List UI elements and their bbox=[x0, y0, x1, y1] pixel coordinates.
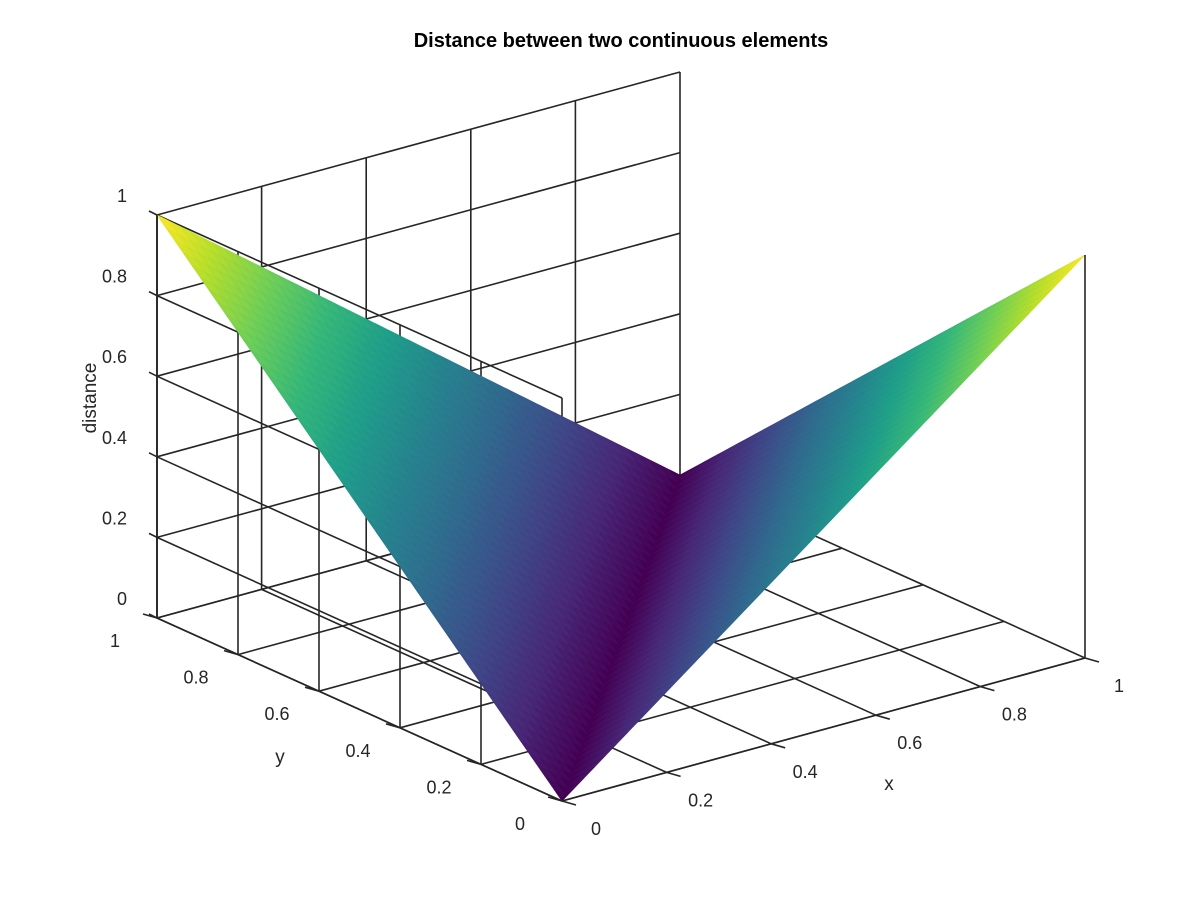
z-tick-mark bbox=[148, 371, 158, 377]
z-tick-mark bbox=[148, 613, 158, 619]
y-tick-label: 0.4 bbox=[345, 741, 370, 761]
x-tick-label: 0.8 bbox=[1002, 705, 1027, 725]
y-tick-mark bbox=[223, 649, 239, 656]
surface-layer bbox=[156, 214, 1086, 802]
z-tick-label: 0 bbox=[117, 589, 127, 609]
y-tick-label: 0 bbox=[515, 814, 525, 834]
y-tick-mark bbox=[466, 759, 482, 766]
x-tick-mark bbox=[770, 743, 786, 749]
z-tick-label: 0.8 bbox=[102, 267, 127, 287]
x-tick-mark bbox=[1084, 657, 1100, 663]
z-axis-label: distance bbox=[80, 363, 101, 434]
z-tick-mark bbox=[148, 452, 158, 458]
y-tick-mark bbox=[385, 723, 401, 729]
x-tick-label: 0.4 bbox=[793, 762, 818, 782]
y-tick-label: 0.6 bbox=[264, 704, 289, 724]
x-tick-mark bbox=[666, 771, 681, 778]
z-tick-label: 0.2 bbox=[102, 508, 127, 528]
z-tick-label: 1 bbox=[117, 186, 127, 206]
x-tick-mark bbox=[561, 800, 577, 806]
x-axis-label: x bbox=[884, 774, 894, 795]
x-tick-mark bbox=[980, 685, 995, 692]
y-tick-mark bbox=[304, 686, 320, 692]
x-tick-label: 0.2 bbox=[688, 790, 713, 810]
back-wall-x-gridline bbox=[156, 214, 563, 399]
axis-layer: 0 0.2 0.4 0.6 0.8 1 0 0.2 0.4 0.6 0.8 1 0 0.2 0.4 0.6 0.… bbox=[102, 186, 1124, 839]
y-axis-label: y bbox=[275, 747, 285, 768]
x-tick-label: 0 bbox=[591, 819, 601, 839]
z-tick-mark bbox=[148, 532, 158, 539]
back-wall-y-gridline bbox=[156, 71, 681, 216]
y-tick-label: 1 bbox=[110, 631, 120, 651]
z-tick-mark bbox=[148, 210, 158, 216]
y-tick-label: 0.8 bbox=[183, 668, 208, 688]
z-tick-label: 0.4 bbox=[102, 428, 127, 448]
chart-title: Distance between two continuous elements bbox=[414, 30, 829, 52]
y-tick-label: 0.2 bbox=[426, 777, 451, 797]
x-tick-label: 1 bbox=[1114, 676, 1124, 696]
z-tick-label: 0.6 bbox=[102, 347, 127, 367]
surface-patch bbox=[156, 214, 177, 233]
z-tick-mark bbox=[148, 290, 158, 297]
x-tick-mark bbox=[875, 714, 891, 720]
front-left-floor-edge bbox=[156, 617, 563, 802]
back-wall-y-gridline bbox=[156, 232, 681, 377]
y-tick-mark bbox=[547, 796, 563, 802]
front-right-floor-edge bbox=[561, 657, 1086, 802]
x-tick-label: 0.6 bbox=[897, 733, 922, 753]
